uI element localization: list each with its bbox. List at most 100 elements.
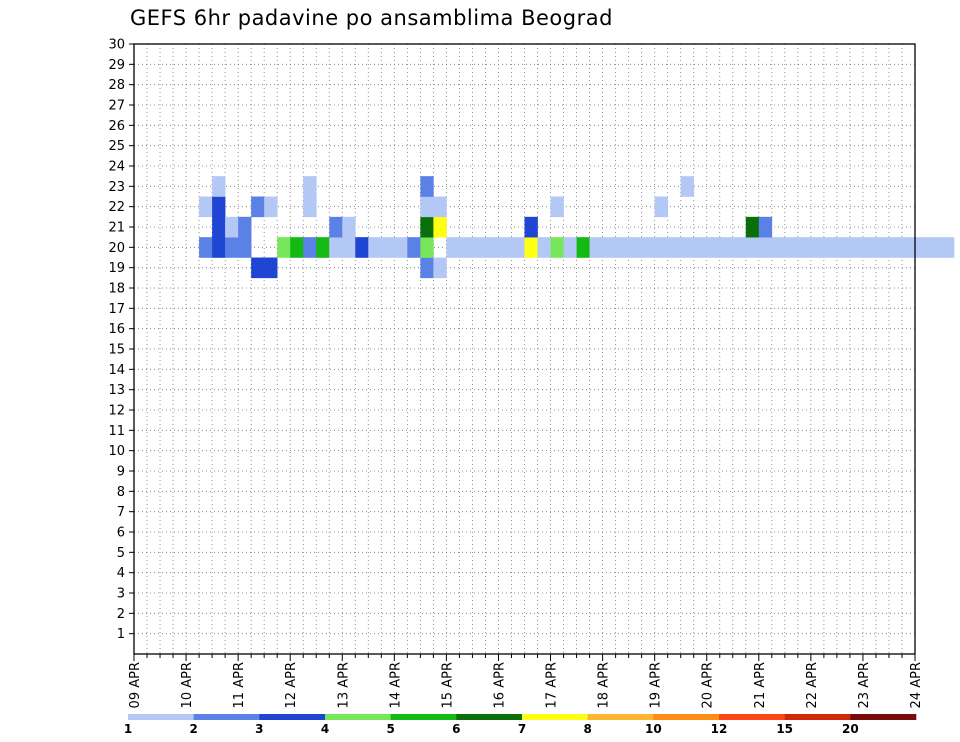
- heatmap-cell: [420, 257, 434, 279]
- heatmap-cell: [732, 237, 747, 258]
- heatmap-cell: [771, 237, 786, 258]
- heatmap-cell: [836, 237, 851, 258]
- heatmap-cell: [563, 237, 577, 258]
- legend-swatch: [587, 714, 654, 720]
- heatmap-cell: [264, 257, 278, 279]
- legend-label: 3: [255, 722, 263, 736]
- heatmap-cell: [915, 237, 929, 258]
- heatmap-cell: [199, 196, 213, 218]
- y-tick-label: 6: [117, 526, 125, 541]
- heatmap-cell: [433, 257, 447, 279]
- legend-label: 1: [124, 722, 132, 736]
- heatmap-cell: [433, 216, 447, 238]
- x-tick-label: 10 APR: [180, 662, 195, 708]
- heatmap-cell: [680, 176, 695, 197]
- x-tick-label: 22 APR: [805, 662, 820, 708]
- heatmap-cell: [238, 237, 252, 258]
- heatmap-cell: [524, 237, 538, 258]
- y-tick-label: 2: [117, 607, 125, 622]
- heatmap-cell: [641, 237, 655, 258]
- heatmap-cell: [758, 216, 773, 238]
- x-tick-label: 11 APR: [232, 662, 247, 708]
- y-tick-label: 25: [108, 139, 125, 154]
- y-tick-label: 14: [108, 363, 125, 378]
- x-tick-label: 24 APR: [909, 662, 924, 708]
- heatmap-cell: [225, 216, 239, 238]
- y-tick-label: 27: [108, 99, 125, 114]
- heatmap-cell: [941, 237, 955, 258]
- x-tick-label: 18 APR: [597, 662, 612, 708]
- heatmap-cell: [667, 237, 681, 258]
- heatmap-cell: [654, 196, 668, 218]
- y-tick-label: 21: [108, 221, 125, 236]
- heatmap-cell: [550, 196, 564, 218]
- x-tick-label: 13 APR: [336, 662, 351, 708]
- y-tick-label: 16: [108, 322, 125, 337]
- legend-label: 2: [189, 722, 197, 736]
- heatmap-cell: [550, 237, 564, 258]
- heatmap-cell: [745, 216, 760, 238]
- heatmap-cell: [797, 237, 812, 258]
- y-tick-label: 3: [117, 587, 125, 602]
- heatmap-cell: [784, 237, 799, 258]
- legend-label: 12: [711, 722, 728, 736]
- heatmap-cell: [693, 237, 708, 258]
- legend-swatch: [128, 714, 194, 720]
- heatmap-cell: [303, 196, 317, 218]
- heatmap-cell: [680, 237, 695, 258]
- heatmap-cell: [888, 237, 903, 258]
- heatmap-cell: [420, 176, 434, 197]
- y-tick-label: 12: [108, 404, 125, 419]
- y-tick-label: 8: [117, 485, 125, 500]
- heatmap-cell: [329, 216, 343, 238]
- legend-swatch: [325, 714, 391, 720]
- heatmap-cell: [303, 176, 317, 197]
- legend-swatch: [850, 714, 917, 720]
- x-tick-label: 16 APR: [492, 662, 507, 708]
- heatmap-cell: [238, 216, 252, 238]
- heatmap-cell: [602, 237, 616, 258]
- heatmap-cell: [407, 237, 421, 258]
- legend-swatch: [390, 714, 457, 720]
- heatmap-cell: [420, 196, 434, 218]
- legend-label: 5: [386, 722, 394, 736]
- heatmap-cell: [485, 237, 499, 258]
- y-tick-label: 24: [108, 160, 125, 175]
- heatmap-cell: [810, 237, 825, 258]
- heatmap-cell: [355, 237, 369, 258]
- y-tick-label: 30: [108, 38, 125, 53]
- y-tick-label: 13: [108, 383, 125, 398]
- legend-swatch: [456, 714, 523, 720]
- x-tick-label: 23 APR: [857, 662, 872, 708]
- heatmap-cell: [251, 257, 265, 279]
- legend-swatch: [784, 714, 851, 720]
- legend-label: 7: [518, 722, 526, 736]
- legend-swatch: [653, 714, 720, 720]
- heatmap-cell: [420, 237, 434, 258]
- y-tick-label: 20: [108, 241, 125, 256]
- heatmap-cell: [290, 237, 304, 258]
- heatmap-cell: [420, 216, 434, 238]
- heatmap-cell: [342, 237, 356, 258]
- heatmap-cell: [251, 196, 265, 218]
- heatmap-cell: [524, 216, 538, 238]
- heatmap-cell: [212, 237, 226, 258]
- legend-swatch: [259, 714, 326, 720]
- heatmap-cell: [498, 237, 512, 258]
- heatmap-cell: [615, 237, 629, 258]
- heatmap-cell: [316, 237, 330, 258]
- heatmap-cell: [394, 237, 408, 258]
- heatmap-cell: [303, 237, 317, 258]
- x-tick-label: 19 APR: [649, 662, 664, 708]
- heatmap-cell: [628, 237, 642, 258]
- heatmap-cell: [212, 216, 226, 238]
- y-tick-label: 1: [117, 627, 125, 642]
- x-tick-label: 09 APR: [128, 662, 143, 708]
- legend-label: 20: [842, 722, 859, 736]
- heatmap-cell: [849, 237, 864, 258]
- y-tick-label: 7: [117, 505, 125, 520]
- heatmap-cell: [264, 196, 278, 218]
- y-tick-label: 9: [117, 465, 125, 480]
- heatmap-cell: [277, 237, 291, 258]
